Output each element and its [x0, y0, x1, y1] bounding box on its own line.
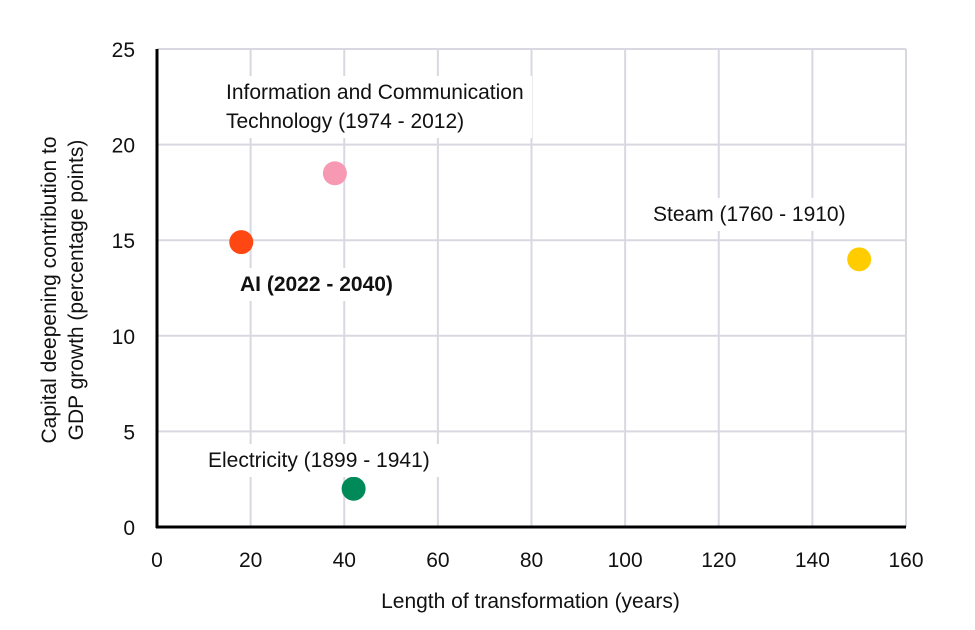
point-label-electricity: Electricity (1899 - 1941) — [160, 444, 470, 477]
y-axis-label: GDP growth (percentage points) — [65, 140, 88, 441]
x-tick-label: 160 — [888, 549, 923, 572]
x-tick-label: 100 — [608, 549, 643, 572]
data-point — [847, 247, 872, 272]
x-tick-label: 60 — [426, 549, 449, 572]
y-tick-label: 25 — [112, 39, 135, 62]
y-tick-label: 20 — [112, 135, 135, 158]
x-tick-label: 0 — [151, 549, 163, 572]
point-label-ai: AI (2022 - 2040) — [232, 268, 401, 301]
x-tick-label: 80 — [520, 549, 543, 572]
x-tick-label: 120 — [701, 549, 736, 572]
data-point — [341, 476, 366, 501]
x-tick-label: 140 — [795, 549, 830, 572]
data-point — [229, 230, 254, 255]
y-tick-label: 5 — [123, 421, 135, 444]
y-axis-label: Capital deepening contribution to — [38, 136, 61, 443]
x-tick-label: 40 — [333, 549, 356, 572]
y-tick-label: 10 — [112, 326, 135, 349]
x-tick-label: 20 — [239, 549, 262, 572]
point-label-steam: Steam (1760 - 1910) — [645, 198, 854, 231]
y-tick-label: 15 — [112, 230, 135, 253]
y-tick-label: 0 — [123, 517, 135, 540]
point-label-ict: Information and Communication Technology… — [218, 76, 532, 138]
data-point — [322, 161, 347, 186]
x-axis-label: Length of transformation (years) — [381, 590, 680, 613]
